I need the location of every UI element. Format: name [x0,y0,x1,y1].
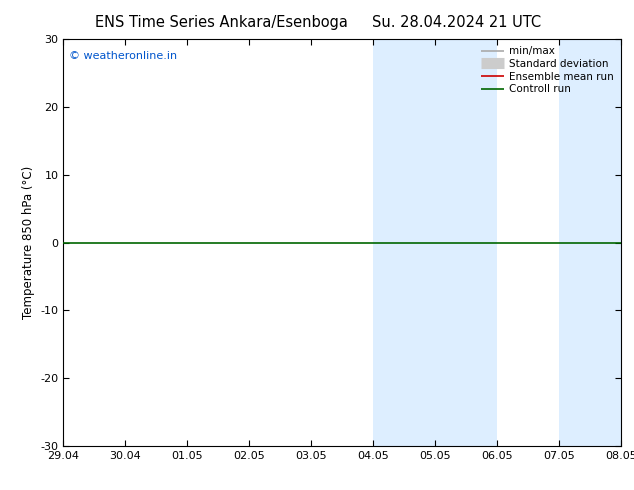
Bar [436,39,497,446]
Y-axis label: Temperature 850 hPa (°C): Temperature 850 hPa (°C) [22,166,35,319]
Bar [559,39,621,446]
Text: © weatheronline.in: © weatheronline.in [69,51,177,61]
Text: ENS Time Series Ankara/Esenboga: ENS Time Series Ankara/Esenboga [96,15,348,30]
Bar [373,39,436,446]
Text: Su. 28.04.2024 21 UTC: Su. 28.04.2024 21 UTC [372,15,541,30]
Legend: min/max, Standard deviation, Ensemble mean run, Controll run: min/max, Standard deviation, Ensemble me… [479,45,616,97]
